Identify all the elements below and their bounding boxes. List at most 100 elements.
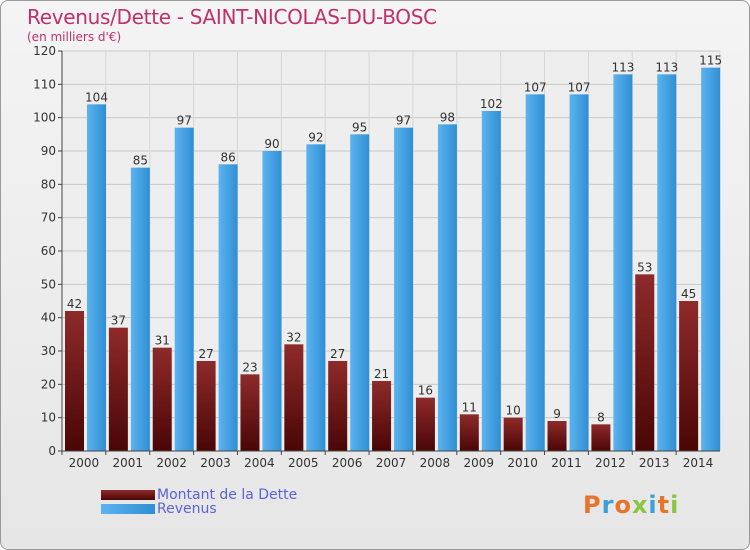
data-label-dette: 9 [553, 407, 561, 421]
legend-item-revenus: Revenus [101, 501, 217, 517]
bar-dette [372, 381, 392, 451]
data-label-revenus: 92 [308, 130, 323, 144]
x-tick-label: 2001 [113, 456, 144, 470]
bar-dette [679, 301, 699, 451]
bar-dette [152, 347, 172, 451]
x-tick-label: 2008 [420, 456, 451, 470]
bar-revenus [657, 74, 677, 451]
legend-label-revenus: Revenus [157, 501, 217, 517]
data-label-revenus: 104 [85, 90, 108, 104]
y-tick-label: 60 [41, 244, 56, 258]
x-tick-label: 2011 [551, 456, 582, 470]
bar-revenus [613, 74, 633, 451]
data-label-revenus: 97 [177, 114, 192, 128]
x-tick-label: 2002 [156, 456, 187, 470]
data-label-revenus: 95 [352, 120, 367, 134]
y-tick-label: 110 [33, 77, 56, 91]
label-layer: 4210437853197278623903292279521971698111… [67, 54, 722, 425]
bar-revenus [394, 127, 414, 452]
legend-swatch-revenus [101, 504, 155, 514]
y-tick-label: 120 [33, 44, 56, 58]
data-label-dette: 42 [67, 297, 82, 311]
logo-letter: r [601, 491, 615, 519]
y-tick-label: 30 [41, 344, 56, 358]
bar-layer [65, 67, 721, 452]
bar-revenus [306, 144, 326, 452]
data-label-revenus: 85 [133, 154, 148, 168]
data-label-dette: 32 [286, 330, 301, 344]
y-tick-label: 100 [33, 111, 56, 125]
data-label-dette: 11 [462, 400, 477, 414]
data-label-revenus: 102 [480, 97, 503, 111]
proxiti-logo: Proxiti [583, 491, 679, 519]
data-label-revenus: 86 [220, 150, 235, 164]
data-label-revenus: 107 [568, 80, 591, 94]
x-tick-label: 2009 [463, 456, 494, 470]
logo-letter: P [583, 491, 602, 519]
x-tick-label: 2010 [507, 456, 538, 470]
y-tick-label: 40 [41, 311, 56, 325]
data-label-dette: 27 [198, 347, 213, 361]
data-label-dette: 8 [597, 410, 605, 424]
data-label-revenus: 115 [699, 54, 722, 68]
bar-revenus [350, 134, 370, 452]
y-tick-label: 80 [41, 177, 56, 191]
bar-dette [635, 274, 655, 451]
data-label-revenus: 113 [611, 60, 634, 74]
data-label-dette: 31 [155, 334, 170, 348]
bar-revenus [481, 111, 501, 451]
y-tick-label: 50 [41, 277, 56, 291]
bar-revenus [174, 127, 194, 452]
x-tick-label: 2005 [288, 456, 319, 470]
chart-title: Revenus/Dette - SAINT-NICOLAS-DU-BOSC [27, 5, 437, 29]
y-tick-label: 90 [41, 144, 56, 158]
data-label-dette: 21 [374, 367, 389, 381]
data-label-dette: 23 [242, 360, 257, 374]
data-label-revenus: 98 [440, 110, 455, 124]
data-label-revenus: 97 [396, 114, 411, 128]
y-tick-label: 20 [41, 377, 56, 391]
bar-revenus [569, 94, 589, 451]
bar-dette [108, 327, 128, 451]
axis-layer: 0 10 20 30 40 50 60 70 80 90 100 110 120 2000 2001 2002… [33, 44, 720, 470]
bar-revenus [262, 151, 282, 451]
bar-dette [65, 311, 84, 451]
logo-letter: o [614, 491, 632, 519]
logo-letter: t [657, 491, 671, 519]
data-label-dette: 53 [637, 260, 652, 274]
bar-dette [547, 421, 567, 451]
x-tick-label: 2014 [683, 456, 714, 470]
bar-dette [459, 414, 479, 451]
bar-revenus [130, 167, 150, 451]
x-tick-label: 2000 [69, 456, 100, 470]
data-label-revenus: 113 [655, 60, 678, 74]
data-label-dette: 10 [506, 404, 521, 418]
bar-dette [415, 397, 435, 451]
x-tick-label: 2007 [376, 456, 407, 470]
x-tick-label: 2012 [595, 456, 626, 470]
y-tick-label: 0 [48, 444, 56, 458]
chart-subtitle: (en milliers d'€) [27, 30, 122, 44]
logo-letter: x [631, 491, 649, 519]
bar-dette [240, 374, 260, 451]
legend-item-dette: Montant de la Dette [101, 487, 297, 503]
bar-dette [196, 361, 216, 451]
x-tick-label: 2006 [332, 456, 363, 470]
data-label-dette: 27 [330, 347, 345, 361]
bar-dette [328, 361, 348, 451]
logo-letter: i [648, 491, 658, 519]
bar-revenus [525, 94, 545, 451]
bar-revenus [701, 67, 721, 452]
x-tick-label: 2013 [639, 456, 670, 470]
bar-dette [503, 417, 523, 451]
y-tick-label: 10 [41, 411, 56, 425]
bar-dette [591, 424, 611, 451]
data-label-dette: 37 [111, 314, 126, 328]
bar-revenus [87, 104, 106, 451]
legend-swatch-dette [101, 490, 155, 500]
x-tick-label: 2003 [200, 456, 231, 470]
legend-label-dette: Montant de la Dette [157, 487, 298, 503]
logo-letter: i [670, 491, 680, 519]
